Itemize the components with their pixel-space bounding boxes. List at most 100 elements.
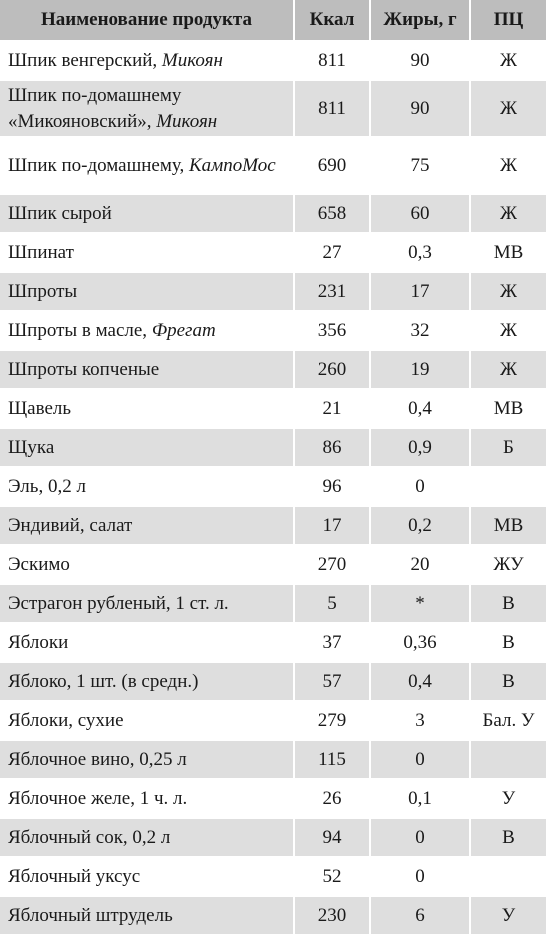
kcal-cell: 17 xyxy=(294,506,371,546)
product-name-cell: Шпроты в масле, Фрегат xyxy=(0,311,295,351)
table-row: Яблоки, сухие 279 3 Бал. У xyxy=(0,701,546,741)
product-name-cell: Шпик сырой xyxy=(0,194,295,234)
table-row: Эскимо 270 20 ЖУ xyxy=(0,545,546,585)
product-name-cell: Шпик по-домашнему, КампоМос xyxy=(0,137,295,195)
product-name-cell: Шпинат xyxy=(0,233,295,273)
table-row: Щука 86 0,9 Б xyxy=(0,428,546,468)
table-row: Шпик сырой 658 60 Ж xyxy=(0,194,546,234)
table-row: Эстрагон рубленый, 1 ст. л. 5 * В xyxy=(0,584,546,624)
fat-cell: 0 xyxy=(370,818,471,858)
product-name: Яблочный сок, 0,2 л xyxy=(8,826,171,848)
kcal-cell: 260 xyxy=(294,350,371,390)
product-name: Яблочное желе, 1 ч. л. xyxy=(8,787,188,809)
group-cell: В xyxy=(470,662,546,702)
group-cell: У xyxy=(470,779,546,819)
kcal-cell: 690 xyxy=(294,137,371,195)
group-cell: В xyxy=(470,623,546,663)
product-name-cell: Яблоки, сухие xyxy=(0,701,295,741)
group-cell: Бал. У xyxy=(470,701,546,741)
product-name: Эстрагон рубленый, 1 ст. л. xyxy=(8,592,229,614)
product-name-cell: Яблочный штрудель xyxy=(0,896,295,936)
table-row: Эндивий, салат 17 0,2 МВ xyxy=(0,506,546,546)
fat-cell: 32 xyxy=(370,311,471,351)
product-name-cell: Шпик по-домашнему «Микояновский», Микоян xyxy=(0,80,295,138)
product-name: Шпинат xyxy=(8,241,74,263)
product-name-cell: Яблочное желе, 1 ч. л. xyxy=(0,779,295,819)
product-name: Эндивий, салат xyxy=(8,514,133,536)
group-cell: Ж xyxy=(470,272,546,312)
fat-cell: 90 xyxy=(370,80,471,138)
group-cell: Ж xyxy=(470,350,546,390)
table-row: Шпинат 27 0,3 МВ xyxy=(0,233,546,273)
table-row: Яблочный уксус 52 0 xyxy=(0,857,546,897)
kcal-cell: 26 xyxy=(294,779,371,819)
header-product-name: Наименование продукта xyxy=(0,0,295,42)
kcal-cell: 96 xyxy=(294,467,371,507)
fat-cell: 0,2 xyxy=(370,506,471,546)
fat-cell: 0 xyxy=(370,467,471,507)
fat-cell: 0,36 xyxy=(370,623,471,663)
kcal-cell: 279 xyxy=(294,701,371,741)
fat-cell: 20 xyxy=(370,545,471,585)
group-cell: Ж xyxy=(470,41,546,81)
fat-cell: 0 xyxy=(370,740,471,780)
product-name-cell: Яблочный уксус xyxy=(0,857,295,897)
kcal-cell: 94 xyxy=(294,818,371,858)
header-group: ПЦ xyxy=(470,0,546,42)
group-cell xyxy=(470,740,546,780)
kcal-cell: 5 xyxy=(294,584,371,624)
product-name: Щавель xyxy=(8,397,72,419)
table-row: Яблочный штрудель 230 6 У xyxy=(0,896,546,936)
kcal-cell: 57 xyxy=(294,662,371,702)
fat-cell: 17 xyxy=(370,272,471,312)
table-row: Шпроты 231 17 Ж xyxy=(0,272,546,312)
kcal-cell: 231 xyxy=(294,272,371,312)
product-name-cell: Яблочное вино, 0,25 л xyxy=(0,740,295,780)
product-name: Яблочный штрудель xyxy=(8,904,173,926)
fat-cell: 75 xyxy=(370,137,471,195)
group-cell: ЖУ xyxy=(470,545,546,585)
kcal-cell: 86 xyxy=(294,428,371,468)
product-name: Эль, 0,2 л xyxy=(8,475,86,497)
kcal-cell: 115 xyxy=(294,740,371,780)
product-name: Эскимо xyxy=(8,553,70,575)
header-kcal: Ккал xyxy=(294,0,371,42)
kcal-cell: 37 xyxy=(294,623,371,663)
kcal-cell: 658 xyxy=(294,194,371,234)
product-name: Шпик венгерский, xyxy=(8,49,162,71)
fat-cell: 0,4 xyxy=(370,389,471,429)
fat-cell: * xyxy=(370,584,471,624)
group-cell: У xyxy=(470,896,546,936)
product-name: Шпроты в масле, xyxy=(8,319,152,341)
product-name-cell: Эндивий, салат xyxy=(0,506,295,546)
product-name: Яблоко, 1 шт. (в средн.) xyxy=(8,670,199,692)
fat-cell: 90 xyxy=(370,41,471,81)
product-maker: Фрегат xyxy=(151,319,216,341)
fat-cell: 0,3 xyxy=(370,233,471,273)
product-maker: Микоян xyxy=(156,110,218,132)
kcal-cell: 356 xyxy=(294,311,371,351)
fat-cell: 0,4 xyxy=(370,662,471,702)
product-name-cell: Шпроты xyxy=(0,272,295,312)
product-name: Шпроты xyxy=(8,280,78,302)
table-row: Шпроты в масле, Фрегат 356 32 Ж xyxy=(0,311,546,351)
table-header-row: Наименование продукта Ккал Жиры, г ПЦ xyxy=(0,0,546,42)
product-name-cell: Эскимо xyxy=(0,545,295,585)
product-name: Яблоки xyxy=(8,631,69,653)
product-name-cell: Щука xyxy=(0,428,295,468)
table-row: Яблоко, 1 шт. (в средн.) 57 0,4 В xyxy=(0,662,546,702)
table-row: Яблоки 37 0,36 В xyxy=(0,623,546,663)
product-name: Шпроты копченые xyxy=(8,358,160,380)
fat-cell: 3 xyxy=(370,701,471,741)
group-cell: Ж xyxy=(470,80,546,138)
fat-cell: 0,1 xyxy=(370,779,471,819)
table-row: Шпик по-домашнему «Микояновский», Микоян… xyxy=(0,80,546,138)
kcal-cell: 811 xyxy=(294,80,371,138)
group-cell xyxy=(470,467,546,507)
group-cell: Б xyxy=(470,428,546,468)
group-cell: МВ xyxy=(470,389,546,429)
table-row: Шпроты копченые 260 19 Ж xyxy=(0,350,546,390)
header-fat: Жиры, г xyxy=(370,0,471,42)
product-maker: КампоМос xyxy=(188,154,276,176)
